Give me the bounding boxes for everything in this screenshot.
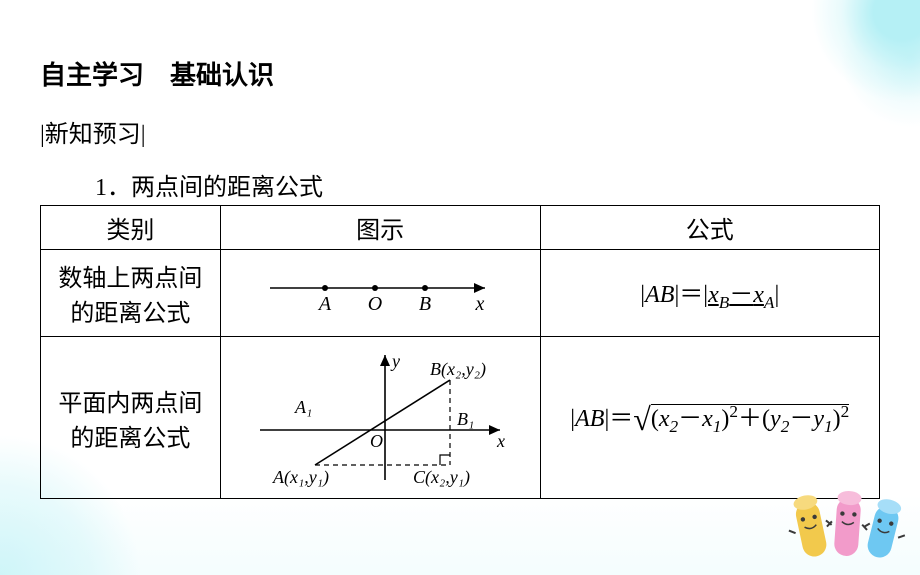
- distance-formula-table: 类别 图示 公式 数轴上两点间的距离公式 A O B x: [40, 205, 880, 499]
- preview-label: |新知预习|: [40, 114, 880, 149]
- row1-label: 数轴上两点间的距离公式: [41, 250, 221, 337]
- plane-diagram-svg: y x O A₁ B₁ B(x₂,y₂) A(x₁,y₁) C(x₂,y₁): [235, 345, 525, 490]
- svg-text:O: O: [368, 293, 382, 315]
- table-header-row: 类别 图示 公式: [41, 206, 880, 250]
- svg-text:A₁: A₁: [294, 397, 312, 417]
- decor-crayons-icon: [780, 472, 910, 567]
- svg-text:C(x₂,y₁): C(x₂,y₁): [413, 467, 470, 488]
- th-category: 类别: [41, 206, 221, 250]
- slide-heading: 自主学习 基础认识: [40, 55, 880, 92]
- table-row: 数轴上两点间的距离公式 A O B x |AB|＝|xB－xA|: [41, 250, 880, 337]
- number-line-svg: A O B x: [250, 258, 510, 328]
- slide-content: 自主学习 基础认识 |新知预习| 1．两点间的距离公式 类别 图示 公式 数轴上…: [0, 0, 920, 499]
- th-formula: 公式: [540, 206, 879, 250]
- svg-text:x: x: [475, 293, 485, 315]
- row1-diagram: A O B x: [220, 250, 540, 337]
- svg-text:A(x₁,y₁): A(x₁,y₁): [272, 467, 329, 488]
- svg-text:B: B: [419, 293, 431, 315]
- svg-text:x: x: [496, 431, 505, 451]
- th-diagram: 图示: [220, 206, 540, 250]
- svg-text:B(x₂,y₂): B(x₂,y₂): [430, 359, 486, 380]
- svg-text:y: y: [390, 351, 400, 371]
- row1-formula: |AB|＝|xB－xA|: [540, 250, 879, 337]
- row2-diagram: y x O A₁ B₁ B(x₂,y₂) A(x₁,y₁) C(x₂,y₁): [220, 337, 540, 499]
- svg-text:A: A: [317, 293, 332, 315]
- svg-text:O: O: [370, 431, 383, 451]
- section-title: 1．两点间的距离公式: [95, 167, 880, 202]
- svg-text:B₁: B₁: [457, 409, 474, 429]
- row2-label: 平面内两点间的距离公式: [41, 337, 221, 499]
- table-row: 平面内两点间的距离公式: [41, 337, 880, 499]
